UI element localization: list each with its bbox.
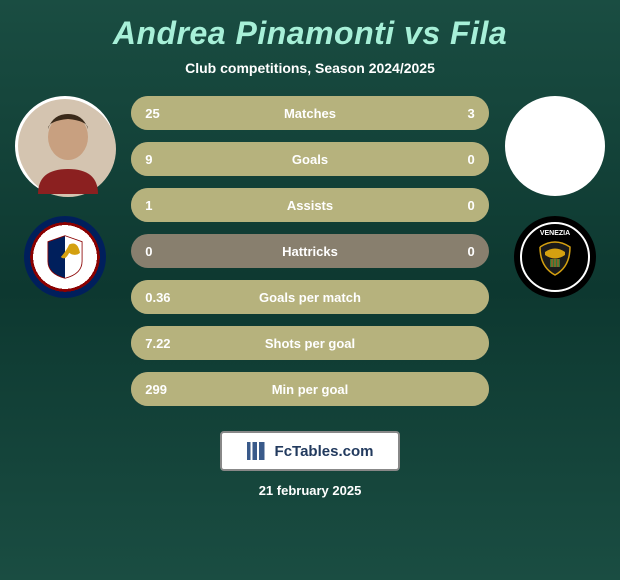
stat-value-left: 9 xyxy=(145,152,152,167)
page-subtitle: Club competitions, Season 2024/2025 xyxy=(185,60,435,76)
stat-value-right: 0 xyxy=(468,152,475,167)
player-left-column xyxy=(10,96,119,298)
stat-row: 0 Hattricks 0 xyxy=(131,234,489,268)
footer-brand-text: FcTables.com xyxy=(275,443,374,460)
svg-text:VENEZIA: VENEZIA xyxy=(540,230,570,237)
venezia-crest-icon: VENEZIA xyxy=(515,217,595,297)
genoa-crest-icon xyxy=(40,232,90,282)
comparison-card: Andrea Pinamonti vs Fila Club competitio… xyxy=(0,0,620,580)
stat-label: Min per goal xyxy=(272,382,349,397)
date-text: 21 february 2025 xyxy=(259,483,362,498)
stat-label: Goals per match xyxy=(259,290,361,305)
stat-value-left: 1 xyxy=(145,198,152,213)
footer-brand-badge[interactable]: FcTables.com xyxy=(220,431,400,471)
stat-row: 1 Assists 0 xyxy=(131,188,489,222)
stat-value-left: 299 xyxy=(145,382,167,397)
stat-label: Shots per goal xyxy=(265,336,355,351)
stat-label: Assists xyxy=(287,198,333,213)
stat-value-left: 0.36 xyxy=(145,290,170,305)
stat-value-right: 0 xyxy=(468,198,475,213)
player-right-photo xyxy=(505,96,605,196)
stat-row: 0.36 Goals per match xyxy=(131,280,489,314)
fctables-bars-icon xyxy=(247,442,269,460)
stat-row: 299 Min per goal xyxy=(131,372,489,406)
stat-label: Hattricks xyxy=(282,244,338,259)
player-silhouette-icon xyxy=(18,99,118,199)
stat-value-left: 25 xyxy=(145,106,159,121)
page-title: Andrea Pinamonti vs Fila xyxy=(113,15,507,52)
club-badge-right: VENEZIA xyxy=(514,216,596,298)
stat-value-left: 0 xyxy=(145,244,152,259)
stat-row: 9 Goals 0 xyxy=(131,142,489,176)
stat-row: 25 Matches 3 xyxy=(131,96,489,130)
stat-row: 7.22 Shots per goal xyxy=(131,326,489,360)
stat-rows: 25 Matches 3 9 Goals 0 1 Assists 0 0 Hattricks 0 0.3… xyxy=(131,96,489,406)
main-content: 25 Matches 3 9 Goals 0 1 Assists 0 0 Hattricks 0 0.3… xyxy=(10,96,610,406)
stat-label: Goals xyxy=(292,152,328,167)
stat-value-right: 0 xyxy=(468,244,475,259)
stat-value-right: 3 xyxy=(468,106,475,121)
player-right-column: VENEZIA xyxy=(501,96,610,298)
stat-value-left: 7.22 xyxy=(145,336,170,351)
club-badge-left xyxy=(24,216,106,298)
player-left-photo xyxy=(15,96,115,196)
stat-label: Matches xyxy=(284,106,336,121)
